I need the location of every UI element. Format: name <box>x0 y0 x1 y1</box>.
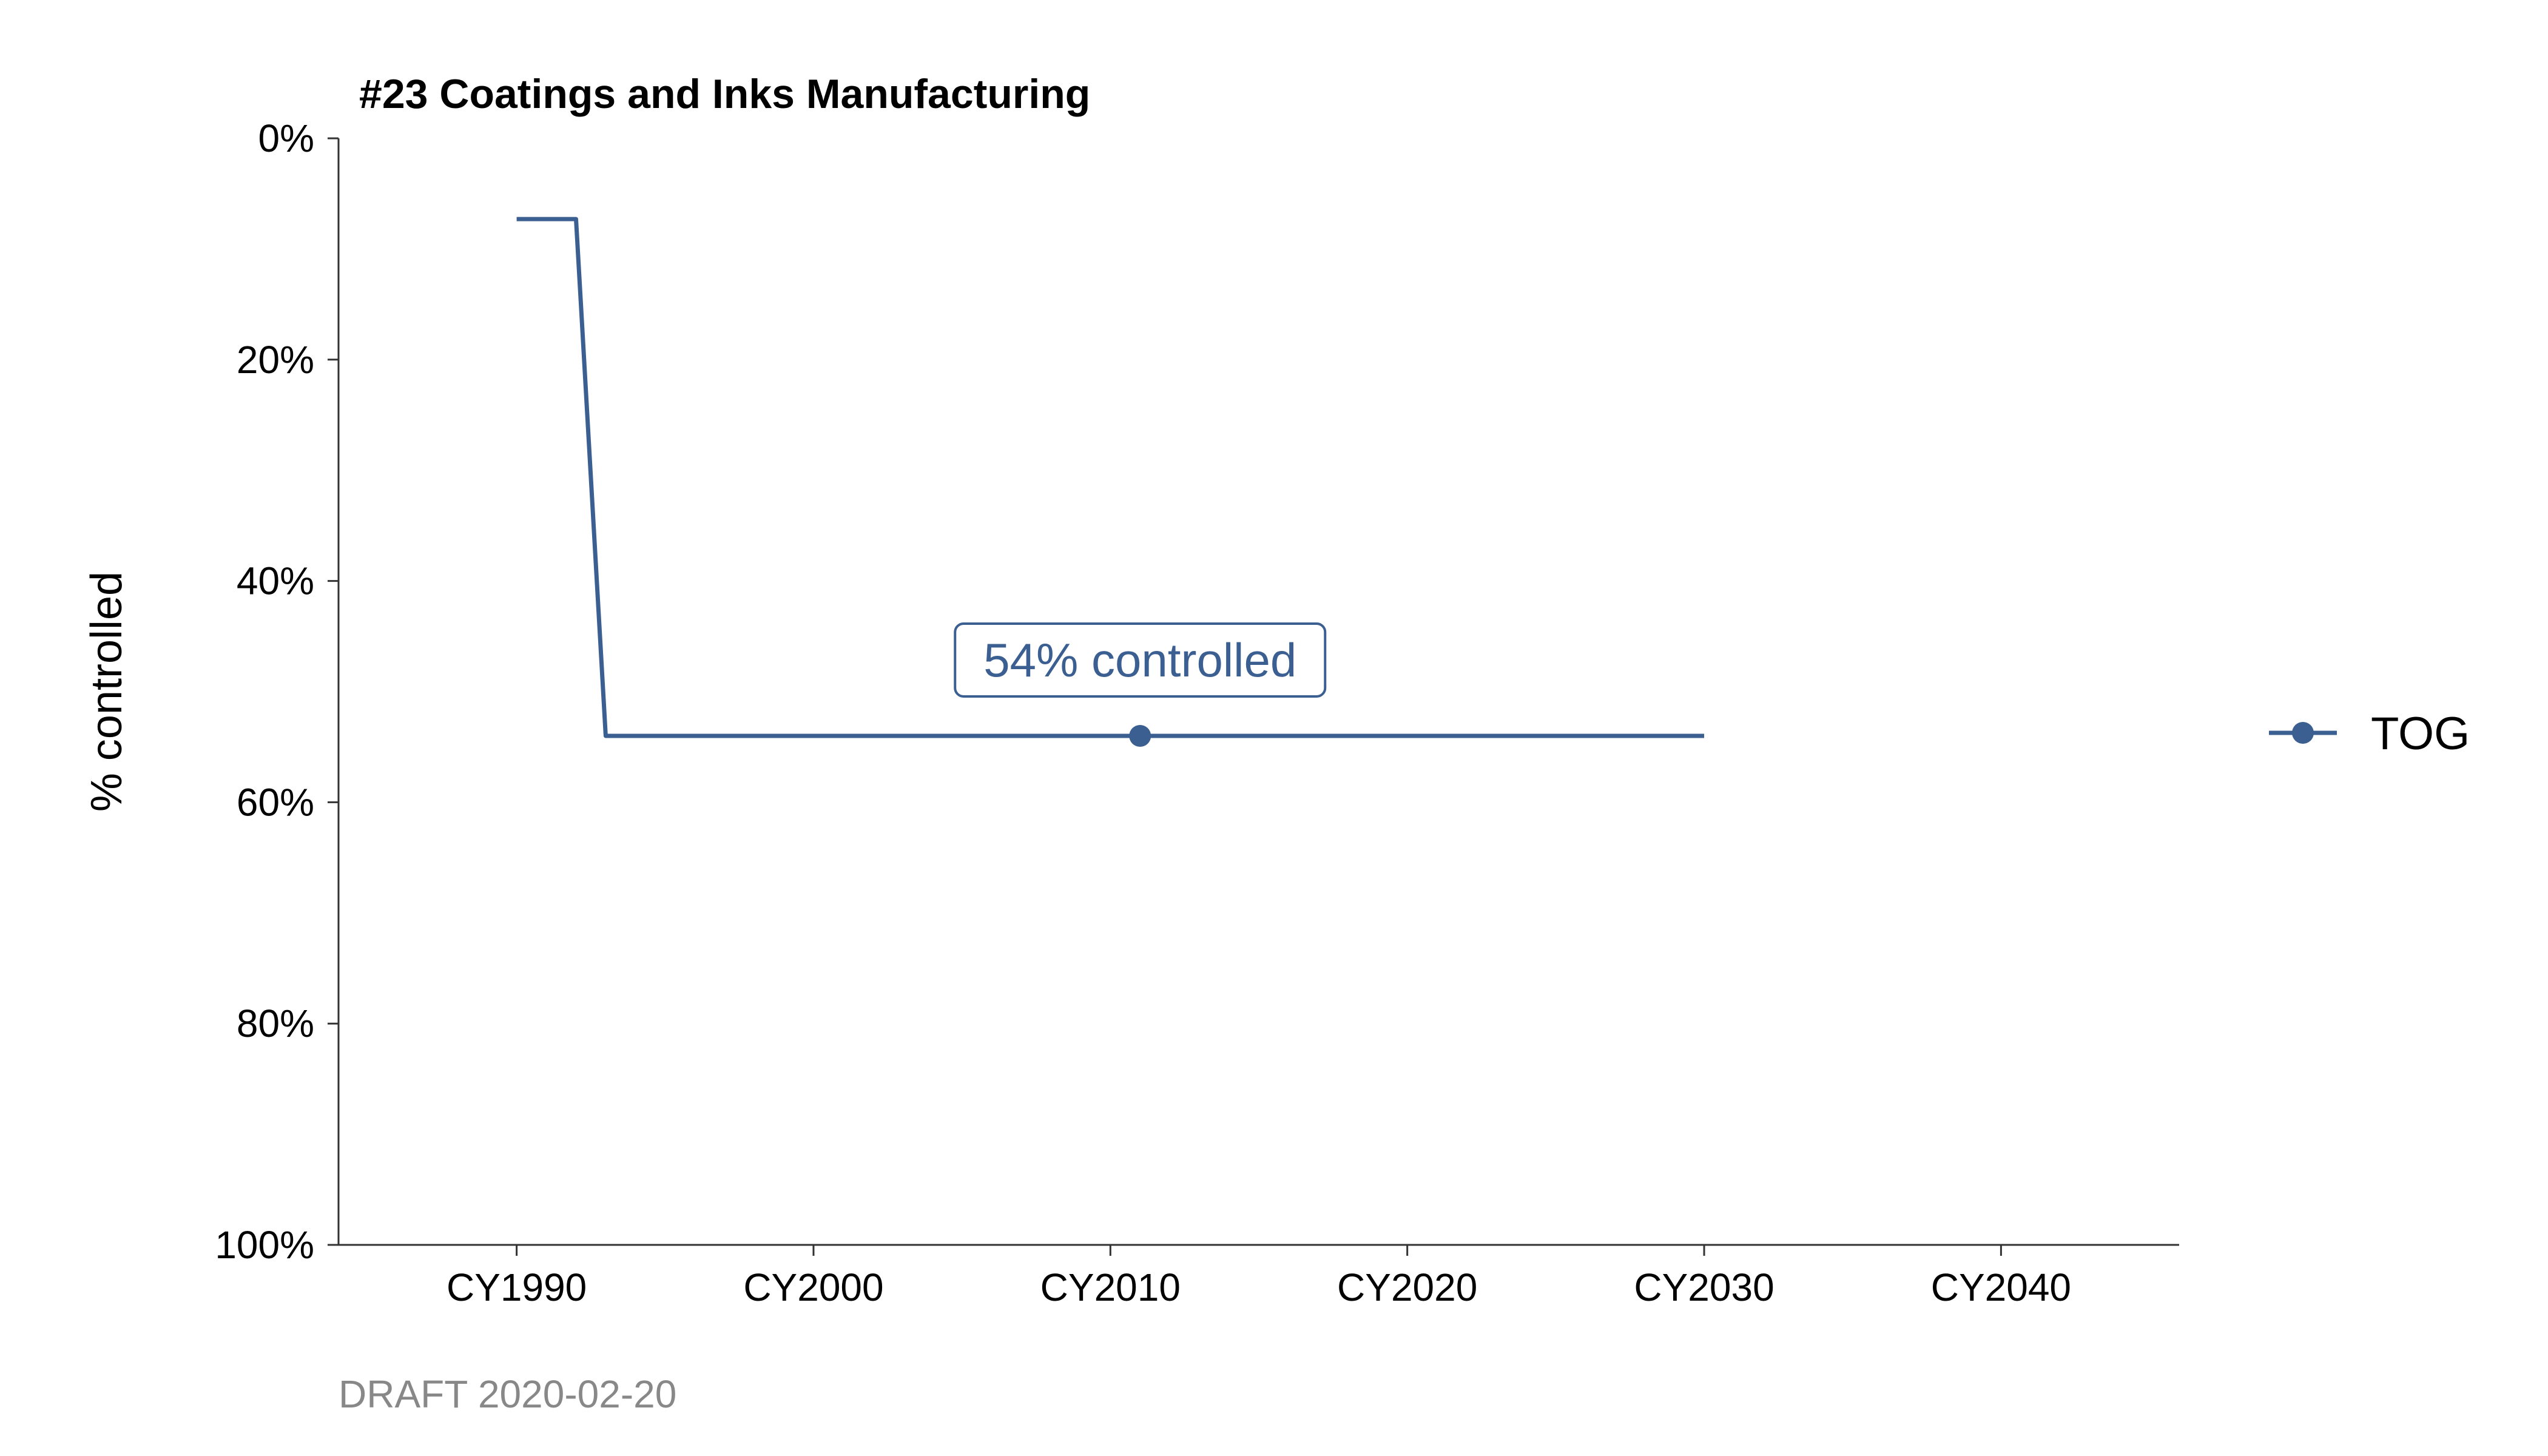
y-axis-label: % controlled <box>83 571 131 812</box>
series-marker-tog <box>1129 724 1151 747</box>
x-axis: CY1990 CY2000 CY2010 CY2020 CY2030 CY2040 <box>339 1244 2179 1309</box>
y-tick-label: 80% <box>237 1002 314 1045</box>
x-tick-label: CY2020 <box>1337 1266 1477 1309</box>
legend: TOG <box>2269 708 2470 760</box>
y-tick-label: 100% <box>215 1223 314 1267</box>
y-tick-label: 0% <box>258 116 315 160</box>
x-tick-label: CY2030 <box>1634 1266 1774 1309</box>
x-tick-label: CY1990 <box>447 1266 587 1309</box>
chart-title: #23 Coatings and Inks Manufacturing <box>359 71 1090 117</box>
legend-key-marker <box>2292 722 2314 744</box>
y-tick-label: 60% <box>237 780 314 824</box>
draft-caption: DRAFT 2020-02-20 <box>339 1372 676 1416</box>
x-tick-label: CY2010 <box>1040 1266 1181 1309</box>
y-axis: 0% 20% 40% 60% 80% 100% <box>215 116 340 1267</box>
y-tick-label: 20% <box>237 338 314 382</box>
annotation-label: 54% controlled <box>983 633 1296 687</box>
x-tick-label: CY2040 <box>1931 1266 2071 1309</box>
annotation-box <box>954 622 1327 698</box>
legend-label-tog: TOG <box>2371 708 2470 760</box>
y-tick-label: 40% <box>237 559 314 603</box>
x-tick-label: CY2000 <box>743 1266 883 1309</box>
series-line-tog <box>516 217 1705 738</box>
plot-area: 54% controlled <box>516 217 1705 747</box>
